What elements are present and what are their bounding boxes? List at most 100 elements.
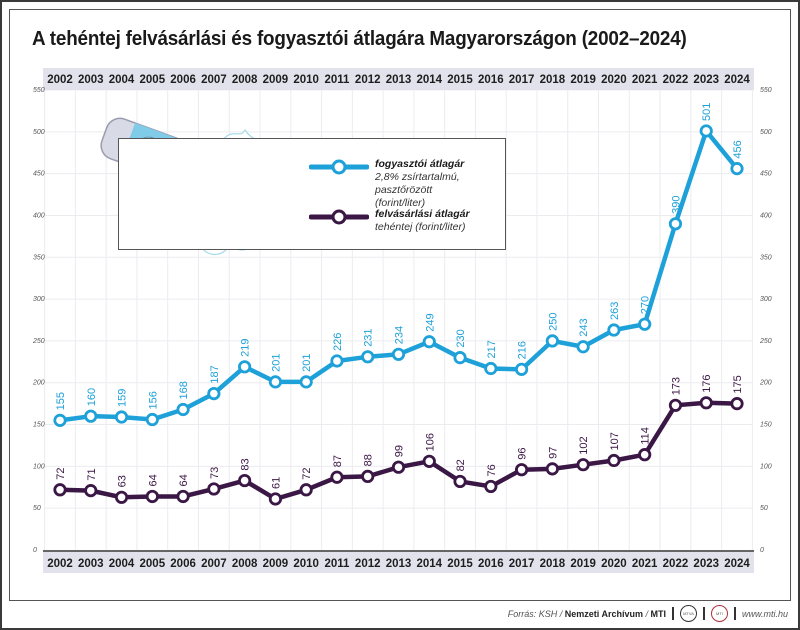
data-label-consumer: 201: [270, 354, 282, 372]
y-tick-left: 500: [33, 129, 45, 136]
data-point-purchase: [391, 460, 406, 474]
data-label-consumer: 217: [486, 340, 498, 358]
legend-consumer-desc2: (forint/liter): [375, 197, 426, 209]
data-label-purchase: 173: [670, 377, 682, 395]
y-tick-right: 250: [759, 338, 772, 345]
data-label-purchase: 64: [147, 474, 159, 486]
data-label-consumer: 160: [86, 388, 98, 406]
data-label-consumer: 226: [332, 333, 344, 351]
data-point-purchase: [361, 469, 375, 483]
year-label-bottom: 2021: [632, 558, 658, 570]
year-label-top: 2017: [509, 74, 535, 86]
year-label-bottom: 2020: [601, 558, 627, 570]
y-tick-left: 550: [33, 87, 45, 94]
data-point-consumer: [330, 354, 344, 368]
data-point-purchase: [576, 458, 590, 472]
y-tick-right: 50: [760, 505, 768, 512]
year-label-bottom: 2010: [293, 558, 319, 570]
data-label-consumer: 216: [517, 341, 529, 359]
year-label-bottom: 2009: [263, 558, 289, 570]
legend-swatches: [309, 159, 369, 225]
y-tick-left: 0: [33, 547, 37, 554]
data-point-consumer: [638, 317, 652, 331]
data-label-purchase: 176: [701, 374, 713, 392]
data-point-consumer: [699, 124, 713, 138]
year-band-top: [43, 68, 754, 90]
data-point-purchase: [299, 483, 313, 497]
data-label-consumer: 234: [394, 326, 406, 344]
year-label-bottom: 2014: [416, 558, 442, 570]
data-label-purchase: 96: [517, 447, 529, 459]
data-label-consumer: 155: [55, 392, 67, 410]
source-mti: MTI: [650, 608, 666, 619]
data-point-consumer: [730, 162, 744, 176]
data-point-consumer: [514, 362, 529, 376]
year-label-bottom: 2023: [693, 558, 719, 570]
data-label-consumer: 201: [301, 354, 313, 372]
data-label-purchase: 61: [270, 477, 282, 489]
data-point-consumer: [207, 386, 221, 401]
data-point-consumer: [607, 323, 621, 337]
data-point-consumer: [391, 347, 406, 361]
year-label-top: 2015: [447, 74, 473, 86]
data-label-purchase: 71: [86, 468, 98, 480]
year-bands: 2002 2002 2003 2003 2004 2004 2005 2005 2006 2006…: [43, 68, 754, 573]
data-point-purchase: [84, 484, 98, 498]
year-label-bottom: 2018: [540, 558, 566, 570]
data-label-consumer: 168: [178, 381, 190, 399]
data-point-consumer: [361, 350, 375, 364]
data-point-consumer: [422, 335, 436, 349]
data-point-purchase: [607, 453, 621, 468]
mtva-logo-icon: MTVA: [679, 605, 697, 622]
year-label-bottom: 2013: [386, 558, 412, 570]
year-label-bottom: 2003: [78, 558, 104, 570]
year-label-top: 2024: [724, 74, 750, 86]
website-link[interactable]: www.mti.hu: [741, 608, 788, 619]
year-label-bottom: 2002: [47, 558, 73, 570]
data-point-purchase: [699, 396, 713, 410]
year-label-bottom: 2008: [232, 558, 258, 570]
data-point-consumer: [576, 340, 590, 354]
data-label-purchase: 82: [455, 459, 467, 471]
year-label-top: 2005: [140, 74, 166, 86]
data-point-purchase: [145, 489, 159, 504]
data-label-purchase: 87: [332, 455, 344, 467]
y-tick-right: 0: [760, 547, 764, 554]
data-point-purchase: [514, 463, 529, 477]
data-point-purchase: [330, 470, 344, 484]
data-label-purchase: 72: [55, 468, 67, 480]
chart-frame: [9, 9, 791, 601]
data-point-consumer: [114, 410, 129, 424]
legend-swatch-purchase: [309, 209, 369, 225]
year-label-top: 2002: [47, 74, 73, 86]
data-point-consumer: [484, 361, 498, 376]
year-label-top: 2006: [170, 74, 196, 86]
data-label-consumer: 270: [640, 296, 652, 314]
data-label-consumer: 501: [701, 103, 713, 121]
year-label-top: 2010: [293, 74, 319, 86]
y-tick-right: 300: [760, 296, 772, 303]
data-label-purchase: 114: [640, 427, 652, 445]
data-point-consumer: [145, 412, 159, 427]
y-tick-left: 100: [33, 463, 45, 470]
year-label-top: 2020: [601, 74, 627, 86]
y-tick-left: 250: [32, 338, 45, 345]
y-tick-left: 350: [33, 254, 45, 261]
data-label-purchase: 63: [117, 475, 129, 487]
year-label-bottom: 2012: [355, 558, 381, 570]
year-label-top: 2013: [386, 74, 412, 86]
year-label-bottom: 2011: [324, 558, 350, 570]
y-tick-right: 400: [760, 212, 772, 219]
y-tick-left: 400: [33, 212, 45, 219]
source-prefix: Forrás: KSH /: [507, 608, 565, 619]
y-axis-ticks: 0 0 50 50 100 100 150 150 200 200 250 250 300 300 350 3…: [32, 87, 772, 554]
y-tick-right: 500: [760, 129, 772, 136]
y-tick-left: 300: [33, 296, 45, 303]
year-label-top: 2016: [478, 74, 504, 86]
data-point-purchase: [545, 462, 559, 476]
year-label-bottom: 2017: [509, 558, 535, 570]
year-label-top: 2009: [263, 74, 289, 86]
source-separator: /: [642, 608, 651, 619]
y-tick-right: 550: [760, 87, 772, 94]
legend-consumer-desc1: 2,8% zsírtartalmú, pasztőrözött: [375, 171, 460, 196]
